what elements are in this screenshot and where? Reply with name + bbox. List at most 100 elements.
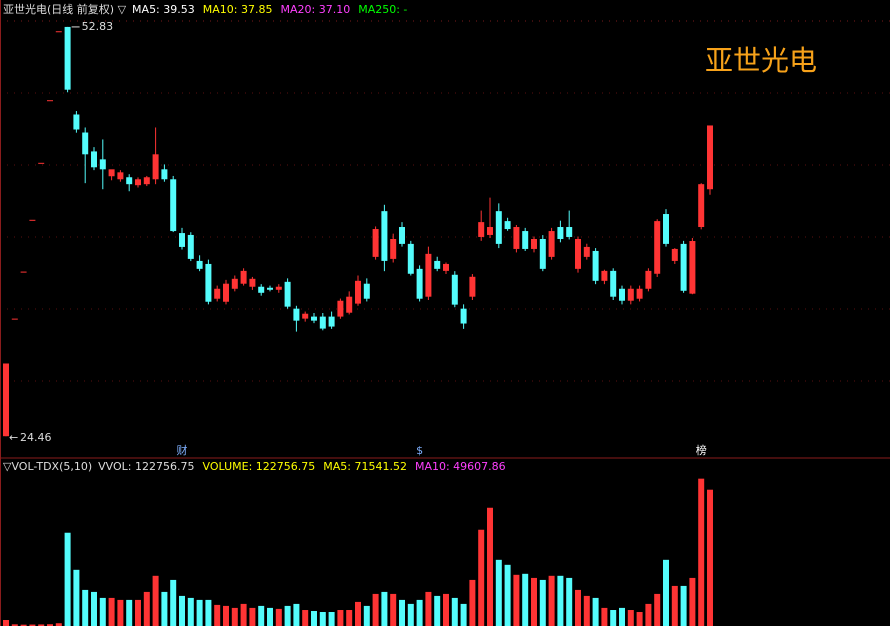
candle-body: [196, 260, 203, 269]
candle-body: [575, 238, 581, 269]
candle-body: [531, 238, 537, 249]
event-marker: 榜: [696, 443, 707, 457]
volume-bar: [407, 603, 414, 626]
volume-bar: [355, 601, 361, 626]
candle-body: [187, 234, 194, 259]
watermark: 亚世光电: [705, 44, 817, 77]
candle-body: [55, 31, 62, 33]
volume-bar: [363, 605, 370, 626]
candle-body: [179, 233, 185, 247]
candle-body: [126, 177, 133, 185]
candle-body: [372, 229, 379, 257]
candle-body: [460, 308, 467, 324]
volume-bar: [29, 624, 36, 626]
candle-body: [91, 151, 97, 168]
candle-body: [302, 313, 309, 319]
volume-bar: [548, 575, 555, 626]
candle-body: [654, 221, 661, 274]
candle-body: [689, 241, 696, 294]
candle-body: [152, 154, 159, 180]
volume-bar: [372, 593, 379, 626]
candle-body: [249, 278, 256, 287]
candle-body: [627, 288, 634, 301]
volume-bar: [179, 595, 185, 626]
volume-bar: [117, 599, 124, 626]
candle-body: [583, 246, 590, 257]
volume-bar: [513, 574, 520, 626]
candle-body: [108, 169, 115, 177]
volume-bar: [170, 579, 177, 626]
candle-body: [671, 248, 678, 261]
volume-bar: [601, 607, 608, 626]
volume-bar: [434, 595, 441, 626]
volume-bar: [636, 612, 643, 626]
low-arrow: ←: [9, 431, 18, 444]
volume-bar: [258, 605, 265, 626]
volume-bar: [539, 579, 546, 626]
volume-bar: [20, 624, 27, 626]
candle-body: [337, 300, 344, 317]
volume-bar: [284, 605, 291, 626]
volume-bar: [293, 603, 300, 626]
candle-body: [258, 286, 265, 293]
candle-body: [487, 227, 493, 235]
volume-bar: [531, 577, 537, 626]
candle-body: [29, 219, 36, 221]
candle-body: [311, 316, 317, 321]
high-label: 52.83: [82, 20, 114, 33]
volume-bar: [47, 624, 53, 626]
candle-body: [407, 243, 414, 274]
candle-body: [443, 263, 449, 271]
volume-bar: [11, 624, 18, 626]
candle-body: [73, 114, 80, 130]
indicator-label: MA250: -: [358, 3, 407, 16]
candle-body: [214, 288, 221, 299]
volume-bar: [487, 507, 493, 626]
volume-bar: [627, 610, 634, 626]
candle-body: [610, 270, 617, 297]
volume-bar: [460, 603, 467, 626]
indicator-label: MA5: 39.53: [132, 3, 195, 16]
volume-bar: [399, 599, 405, 626]
volume-bar: [443, 593, 449, 626]
candle-body: [645, 270, 652, 289]
candle-body: [663, 214, 669, 244]
volume-bar: [64, 532, 71, 626]
volume-bar: [557, 575, 564, 626]
volume-bar: [108, 597, 115, 626]
candle-body: [47, 100, 53, 102]
volume-bar: [698, 478, 705, 626]
candle-body: [707, 125, 713, 190]
candle-body: [698, 184, 705, 228]
candle-body: [328, 316, 335, 327]
candle-body: [20, 271, 27, 273]
volume-bar: [152, 575, 159, 626]
volume-bar: [619, 607, 625, 626]
candle-body: [416, 268, 423, 299]
volume-bar: [425, 591, 432, 626]
volume-bar: [575, 589, 581, 626]
volume-bar: [381, 591, 388, 626]
volume-bar: [143, 591, 150, 626]
volume-bar: [73, 569, 80, 626]
candle-body: [240, 270, 247, 284]
volume-bar: [328, 612, 335, 626]
candle-body: [399, 227, 405, 244]
candle-body: [293, 308, 300, 321]
volume-bar: [311, 611, 317, 626]
volume-bar: [38, 624, 45, 626]
candle-body: [223, 283, 229, 302]
candle-body: [161, 169, 168, 180]
volume-bar: [249, 607, 256, 626]
volume-bar: [3, 620, 9, 626]
candle-body: [539, 238, 546, 269]
volume-bar: [707, 489, 713, 626]
volume-bar: [161, 591, 168, 626]
indicator-label: MA10: 37.85: [203, 3, 273, 16]
indicator-label: MA20: 37.10: [280, 3, 350, 16]
candle-body: [557, 227, 564, 239]
volume-bar: [240, 603, 247, 626]
candle-body: [390, 238, 397, 259]
